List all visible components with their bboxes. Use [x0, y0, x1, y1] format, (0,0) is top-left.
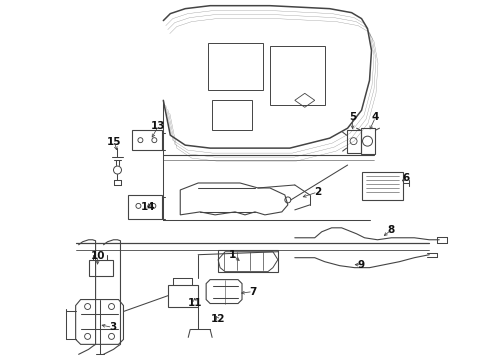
- Text: 7: 7: [249, 287, 257, 297]
- Text: 14: 14: [141, 202, 156, 212]
- Text: 2: 2: [314, 187, 321, 197]
- Text: 11: 11: [188, 297, 202, 307]
- Text: 10: 10: [90, 251, 105, 261]
- Text: 13: 13: [151, 121, 166, 131]
- Text: 15: 15: [107, 137, 122, 147]
- Text: 4: 4: [372, 112, 379, 122]
- Text: 12: 12: [211, 314, 225, 324]
- Text: 5: 5: [349, 112, 356, 122]
- Text: 8: 8: [388, 225, 395, 235]
- Text: 3: 3: [109, 323, 116, 332]
- Text: 6: 6: [403, 173, 410, 183]
- Text: 9: 9: [358, 260, 365, 270]
- Text: 1: 1: [228, 250, 236, 260]
